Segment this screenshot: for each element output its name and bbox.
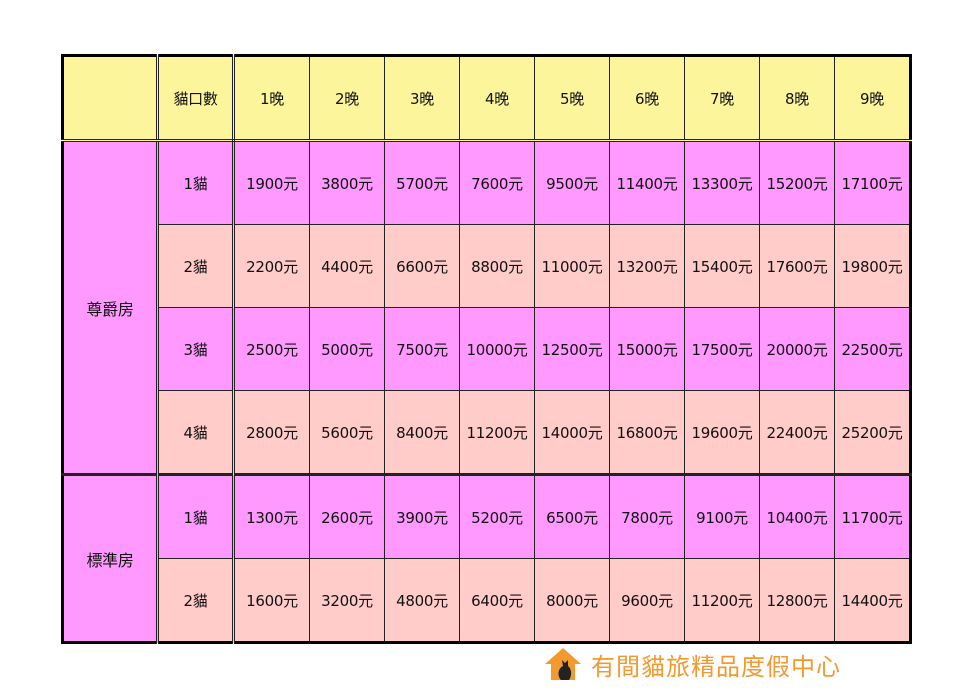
night-header: 4晚 bbox=[459, 55, 535, 142]
price-cell: 11400元 bbox=[609, 140, 685, 225]
price-cell: 12800元 bbox=[759, 558, 835, 643]
cat-count-cell: 2貓 bbox=[156, 558, 235, 643]
price-cell: 11200元 bbox=[684, 558, 760, 643]
table-row: 2貓 2200元 4400元 6600元 8800元 11000元 13200元 15400元… bbox=[63, 224, 911, 308]
price-cell: 2500元 bbox=[233, 307, 310, 391]
price-cell: 7800元 bbox=[609, 473, 685, 559]
table-row: 4貓 2800元 5600元 8400元 11200元 14000元 16800元 19600… bbox=[63, 390, 911, 475]
header-row: 貓口數 1晚 2晚 3晚 4晚 5晚 6晚 7晚 8晚 9晚 bbox=[62, 55, 911, 142]
table-row: 3貓 2500元 5000元 7500元 10000元 12500元 15000元 17500… bbox=[63, 307, 911, 391]
price-cell: 5200元 bbox=[459, 473, 535, 559]
price-cell: 3900元 bbox=[384, 473, 460, 559]
cat-count-cell: 4貓 bbox=[156, 390, 235, 475]
price-cell: 15200元 bbox=[759, 140, 835, 225]
price-cell: 6500元 bbox=[534, 473, 610, 559]
price-cell: 22400元 bbox=[759, 390, 835, 475]
price-cell: 3800元 bbox=[309, 140, 385, 225]
price-cell: 5600元 bbox=[309, 390, 385, 475]
cat-count-cell: 3貓 bbox=[156, 307, 235, 391]
night-header: 8晚 bbox=[759, 55, 835, 142]
price-cell: 10000元 bbox=[459, 307, 535, 391]
price-cell: 17600元 bbox=[759, 224, 835, 308]
cats-header: 貓口數 bbox=[156, 55, 235, 142]
cat-count-cell: 1貓 bbox=[156, 140, 235, 225]
price-cell: 9600元 bbox=[609, 558, 685, 643]
table-row: 標準房 1貓 1300元 2600元 3900元 5200元 6500元 7800元 9100元… bbox=[62, 473, 911, 643]
price-cell: 3200元 bbox=[309, 558, 385, 643]
night-header: 1晚 bbox=[233, 55, 310, 142]
night-header: 3晚 bbox=[384, 55, 460, 142]
night-header: 9晚 bbox=[834, 55, 911, 142]
price-cell: 15400元 bbox=[684, 224, 760, 308]
table-row: 2貓 1600元 3200元 4800元 6400元 8000元 9600元 11200元 12… bbox=[63, 558, 911, 643]
price-cell: 19600元 bbox=[684, 390, 760, 475]
night-header: 2晚 bbox=[309, 55, 385, 142]
price-cell: 7600元 bbox=[459, 140, 535, 225]
price-cell: 8000元 bbox=[534, 558, 610, 643]
price-cell: 10400元 bbox=[759, 473, 835, 559]
price-cell: 17500元 bbox=[684, 307, 760, 391]
corner-cell bbox=[62, 55, 158, 142]
price-cell: 5700元 bbox=[384, 140, 460, 225]
price-cell: 12500元 bbox=[534, 307, 610, 391]
price-cell: 1900元 bbox=[233, 140, 310, 225]
price-cell: 5000元 bbox=[309, 307, 385, 391]
price-cell: 11700元 bbox=[834, 473, 911, 559]
price-cell: 15000元 bbox=[609, 307, 685, 391]
price-table: 貓口數 1晚 2晚 3晚 4晚 5晚 6晚 7晚 8晚 9晚 尊爵房 1貓 1900元 3800元 57… bbox=[61, 54, 912, 644]
price-cell: 1600元 bbox=[233, 558, 310, 643]
table-row: 尊爵房 1貓 1900元 3800元 5700元 7600元 9500元 11400元 1330… bbox=[62, 140, 911, 475]
night-header: 5晚 bbox=[534, 55, 610, 142]
price-cell: 4400元 bbox=[309, 224, 385, 308]
price-cell: 9500元 bbox=[534, 140, 610, 225]
price-cell: 8800元 bbox=[459, 224, 535, 308]
price-cell: 14400元 bbox=[834, 558, 911, 643]
house-cat-icon bbox=[545, 648, 581, 680]
brand-logo: 有間貓旅精品度假中心 bbox=[543, 646, 841, 682]
price-cell: 16800元 bbox=[609, 390, 685, 475]
night-header: 6晚 bbox=[609, 55, 685, 142]
brand-name: 有間貓旅精品度假中心 bbox=[591, 652, 841, 681]
price-cell: 13300元 bbox=[684, 140, 760, 225]
price-cell: 22500元 bbox=[834, 307, 911, 391]
room-type-cell: 尊爵房 bbox=[62, 140, 158, 475]
room-type-cell: 標準房 bbox=[62, 473, 158, 643]
price-cell: 17100元 bbox=[834, 140, 911, 225]
price-cell: 8400元 bbox=[384, 390, 460, 475]
price-cell: 25200元 bbox=[834, 390, 911, 475]
price-cell: 2600元 bbox=[309, 473, 385, 559]
price-cell: 14000元 bbox=[534, 390, 610, 475]
price-cell: 6400元 bbox=[459, 558, 535, 643]
price-cell: 4800元 bbox=[384, 558, 460, 643]
price-cell: 19800元 bbox=[834, 224, 911, 308]
price-cell: 11000元 bbox=[534, 224, 610, 308]
price-cell: 11200元 bbox=[459, 390, 535, 475]
price-cell: 2800元 bbox=[233, 390, 310, 475]
price-cell: 13200元 bbox=[609, 224, 685, 308]
night-header: 7晚 bbox=[684, 55, 760, 142]
cat-count-cell: 1貓 bbox=[156, 473, 235, 559]
cat-count-cell: 2貓 bbox=[156, 224, 235, 308]
price-cell: 6600元 bbox=[384, 224, 460, 308]
price-cell: 9100元 bbox=[684, 473, 760, 559]
price-cell: 20000元 bbox=[759, 307, 835, 391]
price-cell: 1300元 bbox=[233, 473, 310, 559]
price-cell: 2200元 bbox=[233, 224, 310, 308]
price-cell: 7500元 bbox=[384, 307, 460, 391]
